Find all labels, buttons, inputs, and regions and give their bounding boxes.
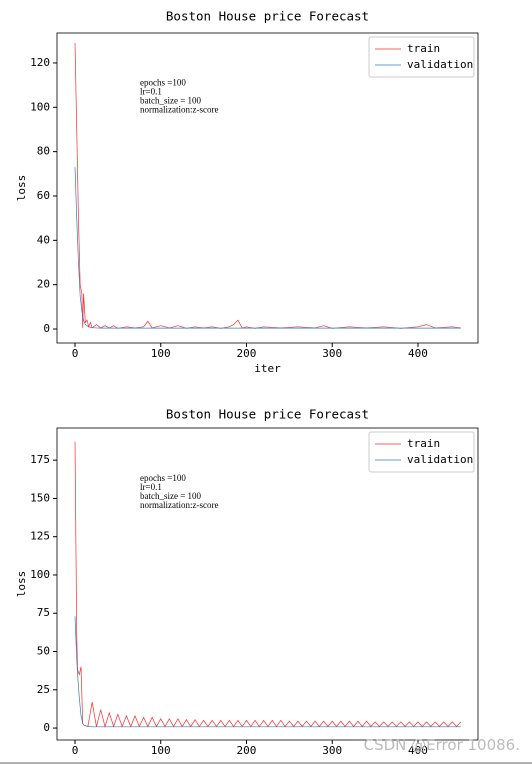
y-tick-label: 60 bbox=[37, 189, 50, 202]
y-tick-label: 0 bbox=[43, 721, 50, 734]
annotation: normalization:z-score bbox=[140, 500, 218, 510]
y-tick-label: 150 bbox=[30, 491, 50, 504]
series-line bbox=[74, 42, 461, 329]
y-tick-label: 100 bbox=[30, 568, 50, 581]
y-tick-label: 40 bbox=[37, 233, 50, 246]
legend-label: validation bbox=[407, 453, 473, 466]
chart-title: Boston House price Forecast bbox=[166, 407, 369, 422]
x-tick-label: 300 bbox=[322, 744, 342, 757]
y-tick-label: 0 bbox=[43, 322, 50, 335]
y-tick-label: 20 bbox=[37, 278, 50, 291]
legend-box bbox=[368, 431, 475, 473]
x-tick-label: 0 bbox=[72, 347, 79, 360]
x-axis-label: iter bbox=[254, 362, 281, 375]
y-axis-label: loss bbox=[15, 175, 28, 202]
legend-label: train bbox=[407, 42, 440, 55]
y-tick-label: 125 bbox=[30, 530, 50, 543]
annotation: batch_size = 100 bbox=[140, 491, 202, 501]
annotation: lr=0.1 bbox=[140, 482, 162, 492]
plot-frame bbox=[56, 32, 479, 344]
legend-label: train bbox=[407, 437, 440, 450]
x-tick-label: 0 bbox=[72, 744, 79, 757]
annotation: lr=0.1 bbox=[140, 87, 162, 97]
series-line bbox=[74, 616, 461, 728]
x-tick-label: 200 bbox=[237, 744, 257, 757]
y-tick-label: 50 bbox=[37, 645, 50, 658]
y-tick-label: 100 bbox=[30, 100, 50, 113]
y-tick-label: 75 bbox=[37, 606, 50, 619]
x-tick-label: 300 bbox=[322, 347, 342, 360]
annotation: epochs =100 bbox=[140, 473, 186, 483]
x-tick-label: 100 bbox=[151, 347, 171, 360]
x-tick-label: 400 bbox=[408, 347, 428, 360]
y-tick-label: 120 bbox=[30, 56, 50, 69]
x-tick-label: 400 bbox=[408, 744, 428, 757]
annotation: normalization:z-score bbox=[140, 105, 218, 115]
annotation: batch_size = 100 bbox=[140, 96, 202, 106]
x-tick-label: 100 bbox=[151, 744, 171, 757]
series-line bbox=[74, 167, 461, 329]
y-tick-label: 25 bbox=[37, 683, 50, 696]
annotation: epochs =100 bbox=[140, 78, 186, 88]
plot-frame bbox=[56, 427, 479, 741]
legend-box bbox=[368, 36, 475, 78]
x-tick-label: 200 bbox=[237, 347, 257, 360]
chart-title: Boston House price Forecast bbox=[166, 9, 369, 24]
y-tick-label: 80 bbox=[37, 145, 50, 158]
legend-label: validation bbox=[407, 58, 473, 71]
y-tick-label: 175 bbox=[30, 453, 50, 466]
watermark: CSDN @Error 10086. bbox=[364, 736, 520, 754]
y-axis-label: loss bbox=[15, 571, 28, 598]
